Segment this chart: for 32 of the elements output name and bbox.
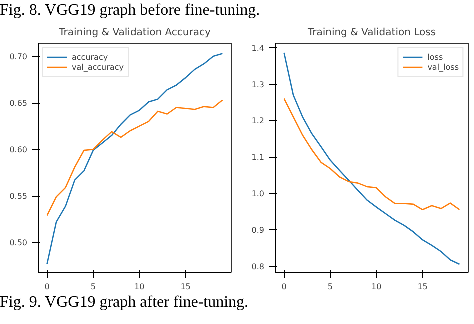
y-tick-label: 0.70	[10, 52, 28, 62]
y-tick-label: 0.8	[252, 262, 265, 272]
x-tick-label: 5	[90, 282, 96, 292]
chart-title: Training & Validation Accuracy	[58, 28, 211, 38]
line-series	[46, 100, 224, 216]
x-tick-label: 10	[372, 282, 382, 292]
y-tick-label: 1.4	[252, 44, 265, 53]
y-tick-label: 0.50	[10, 238, 28, 248]
x-tick-label: 15	[418, 282, 428, 292]
chart-title: Training & Validation Loss	[306, 28, 436, 38]
caption: Fig. 9. VGG19 graph after fine-tuning.	[0, 293, 249, 313]
y-tick-label: 1.0	[252, 189, 265, 198]
y-tick-label: 0.55	[10, 192, 28, 202]
x-tick-label: 0	[282, 282, 287, 292]
legend-label: val_loss	[428, 62, 459, 72]
y-tick-label: 1.1	[252, 153, 265, 162]
y-tick-label: 0.60	[10, 146, 28, 155]
line-series	[284, 52, 460, 266]
x-tick-label: 0	[44, 282, 50, 292]
x-tick-label: 5	[328, 282, 333, 292]
legend-label: val_accuracy	[72, 62, 124, 72]
line-series	[284, 98, 460, 211]
y-tick-label: 1.3	[252, 80, 265, 90]
x-tick-label: 10	[134, 282, 145, 292]
line-series	[46, 53, 224, 265]
legend-label: loss	[428, 52, 444, 62]
x-tick-label: 15	[180, 282, 191, 292]
y-tick-label: 0.9	[252, 226, 265, 235]
y-tick-label: 0.65	[10, 99, 28, 108]
legend-label: accuracy	[72, 52, 108, 62]
caption: Fig. 8. VGG19 graph before fine-tuning.	[0, 1, 260, 21]
y-tick-label: 1.2	[252, 116, 265, 126]
